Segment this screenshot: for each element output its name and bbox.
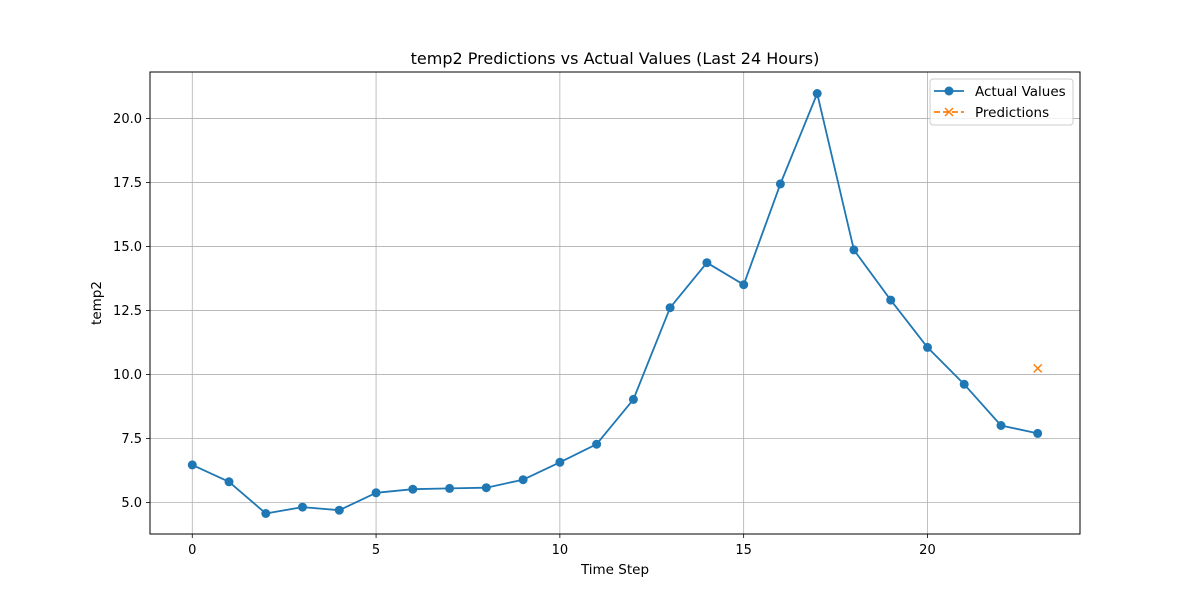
chart-title: temp2 Predictions vs Actual Values (Last… (411, 49, 820, 68)
legend-predictions-marker (944, 107, 954, 117)
x-tick-label: 0 (188, 543, 196, 558)
data-point (702, 258, 712, 268)
data-point (849, 245, 859, 255)
legend-actual-label: Actual Values (975, 84, 1066, 100)
y-tick-label: 5.0 (121, 496, 142, 511)
data-point (996, 421, 1006, 430)
y-axis-label: temp2 (89, 281, 105, 325)
data-point (371, 488, 381, 498)
legend-predictions-label: Predictions (975, 105, 1049, 121)
x-tick-label: 15 (735, 543, 752, 558)
y-tick-label: 15.0 (113, 240, 142, 255)
x-tick-label: 20 (919, 543, 936, 558)
y-tick-label: 17.5 (113, 176, 142, 191)
ticks: 0 5 10 15 20 5.0 7.5 10.0 12.5 15.0 17.5 20.0 (113, 112, 936, 558)
legend-actual-marker (944, 86, 954, 96)
data-point (886, 295, 896, 305)
data-point (224, 477, 234, 487)
y-tick-label: 7.5 (121, 432, 142, 447)
legend-box (929, 78, 1074, 126)
data-point (481, 483, 491, 493)
y-tick-label: 12.5 (113, 304, 142, 319)
data-point (775, 179, 785, 189)
data-point (923, 342, 932, 352)
data-point (628, 394, 638, 404)
data-point (592, 439, 602, 449)
data-point (187, 460, 197, 470)
data-point (518, 475, 528, 485)
y-tick-label: 10.0 (113, 368, 142, 383)
plot-frame (149, 71, 1081, 535)
data-point (334, 505, 344, 515)
prediction-point (1033, 363, 1043, 373)
series-layer (187, 89, 1043, 518)
data-point (812, 89, 822, 98)
data-point (445, 483, 455, 493)
x-tick-label: 5 (372, 543, 380, 558)
y-tick-label: 20.0 (113, 112, 142, 127)
series-line-0 (191, 92, 1038, 515)
data-point (959, 379, 969, 389)
data-point (555, 457, 565, 467)
data-point (1033, 428, 1043, 438)
data-point (298, 502, 307, 512)
grid (150, 72, 1080, 534)
legend: Actual Values Predictions (929, 78, 1074, 126)
x-tick-label: 10 (552, 543, 569, 558)
data-point (665, 303, 675, 313)
x-axis-label: Time Step (580, 562, 649, 578)
data-point (261, 509, 271, 518)
data-point (739, 280, 749, 290)
data-point (408, 484, 418, 494)
